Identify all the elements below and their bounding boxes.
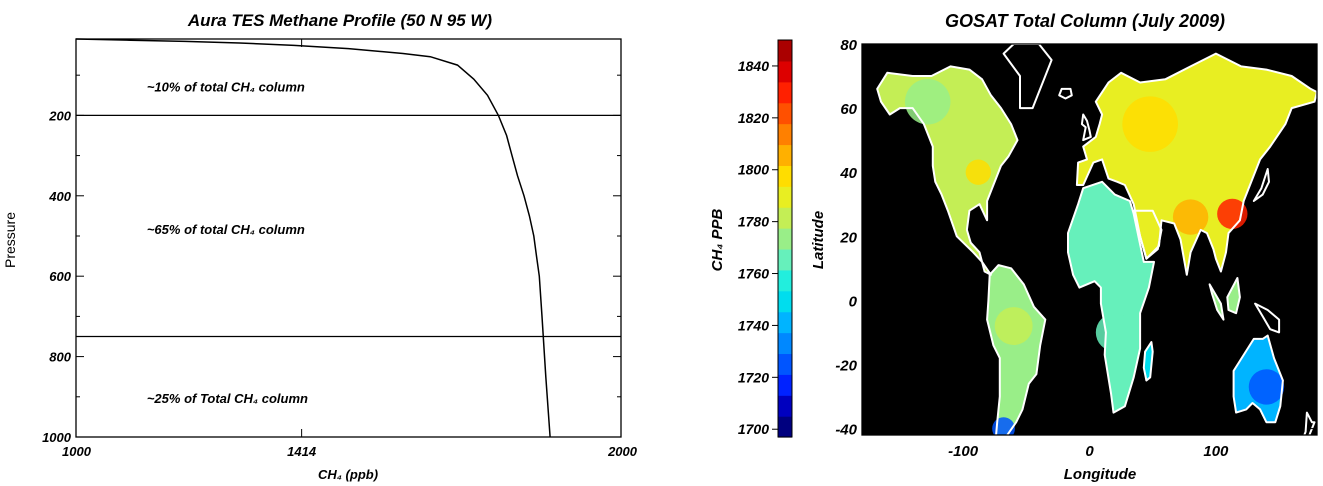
x-tick-label: 2000: [607, 444, 638, 459]
lat-tick-label: 20: [839, 229, 857, 246]
colorbar-swatch: [778, 81, 792, 104]
colorbar-frame: [777, 39, 793, 438]
colorbar-swatch: [778, 353, 792, 375]
coastline-new-zealand: [1303, 411, 1316, 435]
colorbar-swatch: [778, 144, 792, 166]
y-tick-label: 800: [49, 350, 71, 365]
region-fill-borneo: [1227, 278, 1240, 314]
coastline-africa: [1067, 180, 1155, 414]
lat-tick-label: 80: [840, 37, 857, 54]
hotspot-3: [1122, 96, 1178, 152]
lon-tick-label: 100: [1203, 443, 1229, 460]
lat-tick-label: 40: [839, 165, 857, 182]
coastline-great-britain: [1080, 113, 1092, 142]
colorbar-swatch: [778, 186, 792, 208]
hotspot-6: [994, 307, 1033, 345]
region-fill-sumatra: [1209, 284, 1224, 320]
left-plot-frame: [75, 38, 622, 438]
coastline-japan: [1252, 168, 1270, 202]
left-annotations: ~10% of total CH₄ column ~65% of total CH…: [147, 79, 308, 406]
colorbar-swatch: [778, 248, 792, 271]
colorbar-swatch: [778, 228, 792, 250]
y-tick-label: 600: [49, 269, 71, 284]
region-fill-north-america: [877, 66, 1018, 275]
hotspot-4: [965, 159, 991, 185]
colorbar-tick-label: 1800: [738, 162, 769, 178]
colorbar-swatch: [778, 60, 792, 83]
left-x-axis-label: CH₄ (ppb): [318, 467, 378, 482]
colorbar-swatch: [778, 207, 792, 229]
map-y-axis-label: Latitude: [810, 211, 827, 269]
y-tick-label: 1000: [42, 430, 72, 445]
lat-tick-label: -40: [835, 422, 857, 439]
lon-tick-label: -100: [948, 443, 979, 460]
colorbar-swatch: [778, 374, 792, 396]
hotspot-1: [1172, 199, 1209, 235]
annotation-2: ~65% of total CH₄ column: [147, 222, 305, 237]
y-tick-label: 200: [48, 108, 71, 123]
region-fill-arabia: [1133, 210, 1162, 259]
left-axis-ticks: 1000 1414 2000 200 400 600 800 1000: [42, 39, 638, 459]
region-boundaries: [76, 114, 621, 338]
colorbar-tick-label: 1720: [738, 369, 769, 385]
colorbar-tick-label: 1740: [738, 317, 769, 333]
colorbar: 1700 1720 1740 1760 1780 1800 1820 1840: [738, 39, 793, 438]
colorbar-tick-label: 1840: [738, 58, 769, 74]
methane-profile-line: [75, 38, 551, 438]
colorbar-swatch: [778, 102, 792, 125]
coastline-north-america: [876, 65, 1019, 276]
hotspot-9: [1248, 369, 1285, 405]
colorbar-tick-label: 1780: [738, 214, 769, 230]
annotation-3: ~25% of Total CH₄ column: [147, 391, 308, 406]
colorbar-tick-label: 1820: [738, 110, 769, 126]
colorbar-swatch: [778, 395, 792, 417]
lat-tick-label: 60: [840, 101, 857, 118]
colorbar-swatch: [778, 290, 792, 313]
map-x-axis-label: Longitude: [1064, 466, 1136, 483]
colorbar-swatch: [778, 311, 792, 334]
lon-tick-label: 0: [1085, 443, 1094, 460]
coastline-borneo: [1226, 277, 1241, 315]
colorbar-swatch: [778, 165, 792, 187]
region-fill-africa: [1068, 181, 1154, 413]
colorbar-tick-label: 1700: [738, 421, 769, 437]
lat-tick-label: 0: [849, 293, 858, 310]
map-axis-ticks: -100 0 100 -40 -20 0 20 40 60 80: [835, 37, 1317, 460]
region-fill-south-america: [987, 265, 1046, 435]
coastline-iceland: [1058, 87, 1073, 100]
colorbar-swatch: [778, 123, 792, 146]
coastline-greenland: [1002, 44, 1053, 110]
x-tick-label: 1414: [287, 444, 317, 459]
colorbar-tick-label: 1760: [738, 266, 769, 282]
coastline-sumatra: [1208, 283, 1225, 321]
colorbar-swatch: [778, 269, 792, 292]
left-chart-title: Aura TES Methane Profile (50 N 95 W): [187, 11, 493, 30]
colorbar-label: CH₄ PPB: [709, 208, 726, 271]
colorbar-swatch: [778, 332, 792, 355]
right-chart-title: GOSAT Total Column (July 2009): [945, 11, 1225, 31]
x-tick-label: 1000: [62, 444, 92, 459]
lat-tick-label: -20: [835, 357, 857, 374]
coastline-madagascar: [1142, 341, 1154, 382]
coastlines: [876, 44, 1317, 435]
coastline-arabia: [1132, 209, 1163, 260]
coastline-australia: [1232, 334, 1284, 424]
coastline-south-america: [986, 264, 1047, 435]
hotspot-7: [1095, 313, 1134, 352]
colorbar-swatch: [778, 40, 792, 62]
coastline-new-guinea: [1254, 302, 1281, 334]
hotspot-5: [904, 78, 951, 125]
y-tick-label: 400: [48, 189, 71, 204]
left-y-axis-label: Pressure: [2, 212, 18, 268]
annotation-1: ~10% of total CH₄ column: [147, 79, 305, 94]
colorbar-swatch: [778, 416, 792, 438]
